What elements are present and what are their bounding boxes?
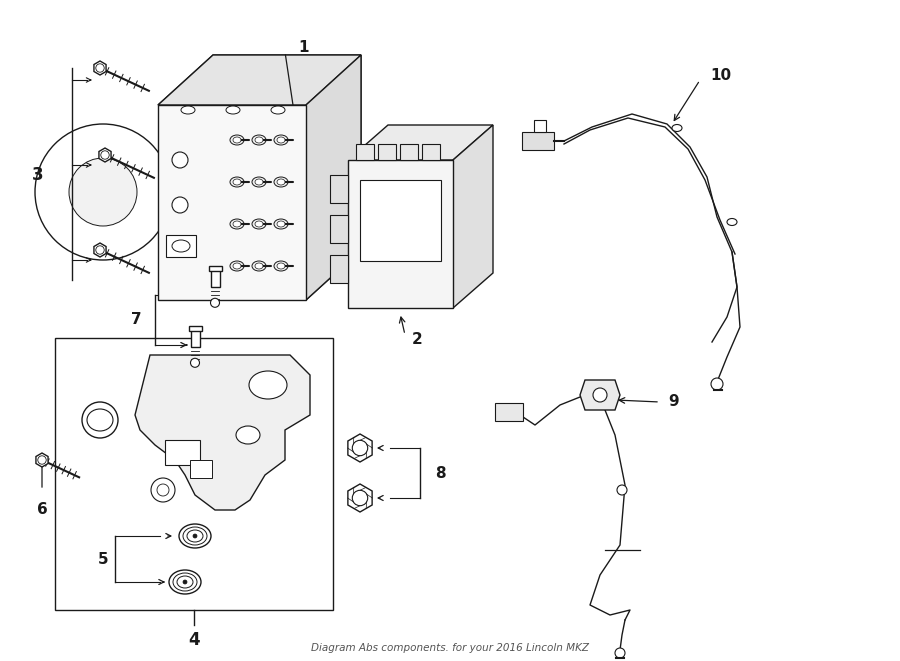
Circle shape [82, 402, 118, 438]
Polygon shape [158, 55, 361, 105]
Ellipse shape [277, 221, 285, 227]
Text: Diagram Abs components. for your 2016 Lincoln MKZ: Diagram Abs components. for your 2016 Li… [311, 643, 589, 653]
Circle shape [352, 440, 368, 455]
Ellipse shape [274, 219, 288, 229]
Text: 1: 1 [298, 40, 309, 56]
Ellipse shape [233, 263, 241, 269]
Bar [55, 338, 333, 610]
Bar [400, 144, 418, 160]
Ellipse shape [277, 137, 285, 143]
Polygon shape [348, 484, 372, 512]
Ellipse shape [274, 135, 288, 145]
Circle shape [211, 298, 220, 307]
Polygon shape [580, 380, 620, 410]
Circle shape [35, 124, 171, 260]
Circle shape [191, 358, 200, 368]
Polygon shape [94, 61, 106, 75]
Bar [330, 175, 348, 203]
Bar [166, 235, 196, 257]
Ellipse shape [274, 177, 288, 187]
Bar [330, 215, 348, 243]
Circle shape [352, 490, 368, 506]
Ellipse shape [271, 106, 285, 114]
Ellipse shape [255, 179, 263, 185]
Ellipse shape [672, 124, 682, 132]
Circle shape [151, 478, 175, 502]
Ellipse shape [727, 219, 737, 225]
Bar [191, 330, 200, 347]
Circle shape [172, 197, 188, 213]
Ellipse shape [169, 570, 201, 594]
Bar [209, 266, 222, 271]
Circle shape [183, 580, 187, 584]
Polygon shape [453, 125, 493, 308]
Ellipse shape [226, 106, 240, 114]
Ellipse shape [179, 524, 211, 548]
Ellipse shape [252, 261, 266, 271]
Text: 2: 2 [412, 332, 423, 348]
Ellipse shape [233, 221, 241, 227]
Ellipse shape [233, 137, 241, 143]
Ellipse shape [277, 263, 285, 269]
Polygon shape [135, 355, 310, 510]
Ellipse shape [181, 106, 195, 114]
Text: 5: 5 [97, 551, 108, 566]
Bar [356, 144, 374, 160]
Circle shape [593, 388, 607, 402]
Ellipse shape [230, 135, 244, 145]
Ellipse shape [252, 135, 266, 145]
Circle shape [172, 152, 188, 168]
Polygon shape [348, 125, 493, 160]
Circle shape [711, 378, 723, 390]
Ellipse shape [252, 219, 266, 229]
Ellipse shape [230, 219, 244, 229]
Circle shape [157, 484, 169, 496]
Circle shape [193, 534, 197, 538]
Polygon shape [158, 55, 361, 300]
Bar [522, 132, 554, 150]
Ellipse shape [230, 261, 244, 271]
Bar [360, 180, 441, 261]
Ellipse shape [249, 371, 287, 399]
Text: 8: 8 [435, 465, 446, 481]
Polygon shape [99, 148, 111, 162]
Ellipse shape [252, 177, 266, 187]
Text: 4: 4 [188, 631, 200, 649]
Text: 7: 7 [131, 313, 142, 327]
Bar [378, 144, 396, 160]
Ellipse shape [236, 426, 260, 444]
Ellipse shape [172, 240, 190, 252]
Polygon shape [306, 55, 361, 300]
Polygon shape [94, 243, 106, 257]
Bar [534, 120, 546, 132]
Bar [189, 326, 202, 331]
Ellipse shape [277, 179, 285, 185]
Text: 9: 9 [668, 395, 679, 410]
Bar [495, 403, 523, 421]
Ellipse shape [255, 221, 263, 227]
Circle shape [615, 648, 625, 658]
Text: 3: 3 [32, 166, 44, 184]
Polygon shape [348, 434, 372, 462]
Polygon shape [36, 453, 48, 467]
Ellipse shape [255, 137, 263, 143]
Bar [330, 255, 348, 283]
Circle shape [617, 485, 627, 495]
Bar [158, 105, 306, 300]
Bar [211, 270, 220, 287]
Text: 6: 6 [37, 502, 48, 518]
Ellipse shape [255, 263, 263, 269]
Text: 10: 10 [710, 69, 731, 83]
Bar [165, 440, 200, 465]
Circle shape [69, 158, 137, 226]
Bar [348, 160, 453, 308]
Ellipse shape [233, 179, 241, 185]
Ellipse shape [274, 261, 288, 271]
Bar [190, 460, 212, 478]
Ellipse shape [230, 177, 244, 187]
Bar [422, 144, 440, 160]
